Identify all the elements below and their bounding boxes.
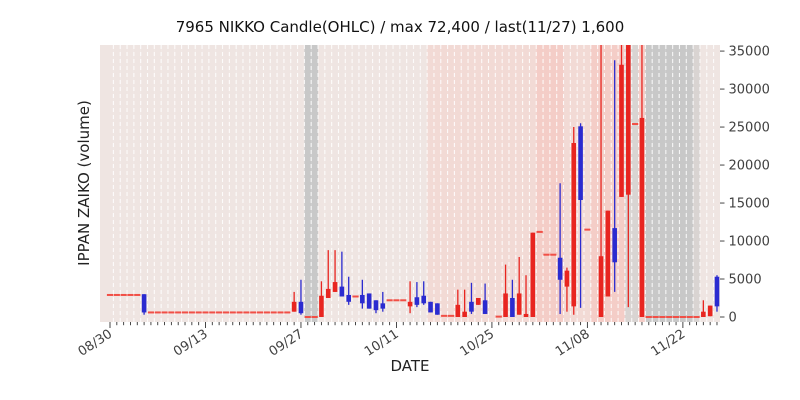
candle-body xyxy=(523,313,529,317)
candle-body xyxy=(598,256,604,317)
candle-body xyxy=(462,311,467,317)
candle-body xyxy=(564,270,570,287)
candle-body xyxy=(407,301,413,307)
candle-body xyxy=(510,298,515,317)
candle-body xyxy=(360,294,365,304)
y-tick-label: 15000 xyxy=(729,197,770,212)
candle-body xyxy=(503,293,508,317)
candle-body xyxy=(516,293,522,315)
x-tick-label: 11/22 xyxy=(648,327,688,360)
x-axis-ticks: 08/30 09/13 09/27 10/11 10/25 11/08 11/22 xyxy=(76,322,718,360)
candle-body xyxy=(366,293,372,309)
candle-body xyxy=(298,301,304,314)
candle-body xyxy=(626,45,631,195)
y-tick-label: 20000 xyxy=(729,159,770,174)
y-axis-ticks: 0 5000 10000 15000 20000 25000 30000 35000 xyxy=(720,45,770,326)
chart-title: 7965 NIKKO Candle(OHLC) / max 72,400 / l… xyxy=(175,18,625,36)
candle-body xyxy=(291,301,297,312)
candle-body xyxy=(332,282,338,292)
y-tick-label: 30000 xyxy=(729,83,770,98)
candle-body xyxy=(373,300,379,311)
x-tick-label: 11/08 xyxy=(553,327,593,360)
y-tick-label: 25000 xyxy=(729,121,770,136)
candle-body xyxy=(469,301,474,312)
candle-body xyxy=(530,232,536,317)
candle-body xyxy=(319,295,324,317)
candle-body xyxy=(605,210,611,297)
candle-body xyxy=(455,304,461,317)
candle-body xyxy=(571,143,577,307)
candle-body xyxy=(380,303,386,309)
candle-body xyxy=(475,298,481,305)
y-tick-label: 35000 xyxy=(729,45,770,60)
candle-body xyxy=(435,303,440,315)
candle-body xyxy=(346,294,351,302)
x-tick-label: 08/30 xyxy=(76,327,116,360)
candle-body xyxy=(619,64,624,197)
y-tick-label: 5000 xyxy=(729,273,762,288)
candle-body xyxy=(557,257,563,280)
candle-body xyxy=(701,311,706,317)
candle-body xyxy=(578,126,583,200)
candle-body xyxy=(325,288,331,299)
candle-body xyxy=(612,228,617,263)
candle-body xyxy=(141,294,147,313)
candle-body xyxy=(339,286,345,297)
candle-body xyxy=(428,301,433,313)
candle-body xyxy=(421,295,427,304)
candle-body xyxy=(414,297,420,305)
x-tick-label: 09/27 xyxy=(267,327,307,360)
x-tick-label: 10/11 xyxy=(362,327,402,360)
y-tick-label: 0 xyxy=(729,311,737,326)
y-tick-label: 10000 xyxy=(729,235,770,250)
x-tick-label: 10/25 xyxy=(458,327,498,360)
candle-body xyxy=(714,276,720,307)
x-axis-label: DATE xyxy=(390,357,430,375)
candle-body xyxy=(707,305,713,317)
candle-body xyxy=(482,300,488,314)
candle-body xyxy=(639,117,645,318)
x-tick-label: 09/13 xyxy=(171,327,211,360)
candles xyxy=(106,45,720,318)
